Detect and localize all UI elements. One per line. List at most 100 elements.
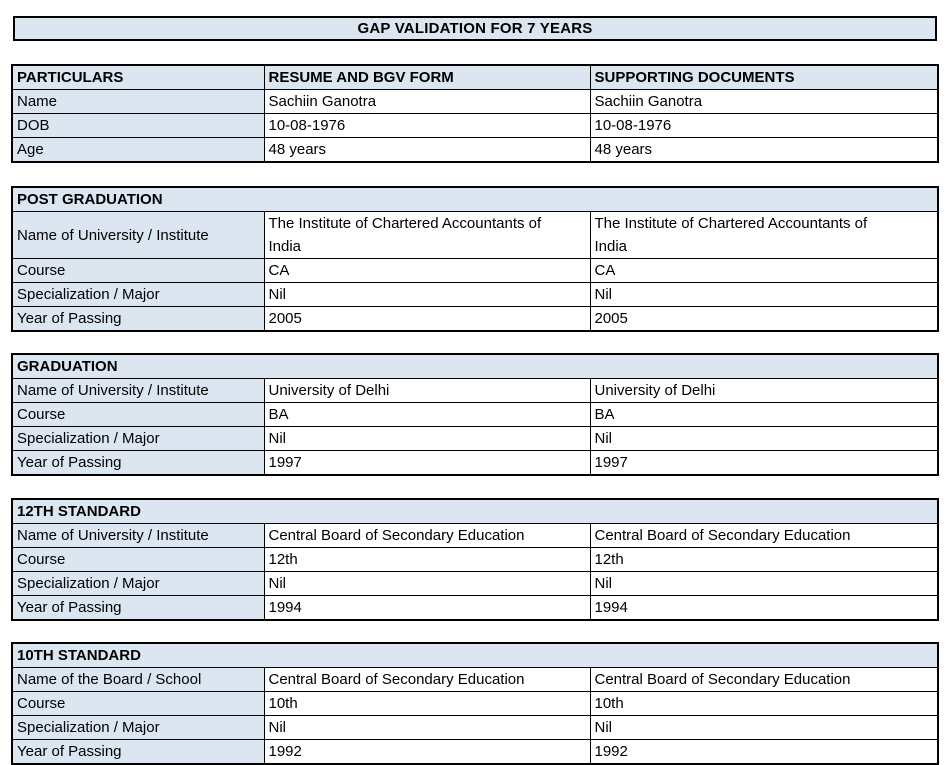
row-label: Year of Passing bbox=[11, 739, 265, 765]
column-header-resume: RESUME AND BGV FORM bbox=[263, 64, 591, 90]
cell-text: 1992 bbox=[594, 743, 628, 760]
section-title: 12TH STANDARD bbox=[11, 498, 939, 524]
resume-cell: BA bbox=[263, 402, 591, 427]
row-label: Age bbox=[11, 137, 265, 163]
cell-text: Nil bbox=[594, 430, 613, 447]
documents-cell: Sachiin Ganotra bbox=[589, 89, 939, 114]
cell-text: 12th bbox=[268, 551, 298, 568]
cell-text: Sachiin Ganotra bbox=[594, 93, 703, 110]
table-row-dob: DOB 10-08-1976 10-08-1976 bbox=[11, 113, 939, 138]
table-row-specialization: Specialization / Major Nil Nil bbox=[11, 715, 939, 740]
resume-cell: Sachiin Ganotra bbox=[263, 89, 591, 114]
documents-cell: CA bbox=[589, 258, 939, 283]
row-label: Name of the Board / School bbox=[11, 667, 265, 692]
resume-cell: 2005 bbox=[263, 306, 591, 332]
cell-text: Central Board of Secondary Education bbox=[268, 671, 525, 688]
table-row-year: Year of Passing 1992 1992 bbox=[11, 739, 939, 765]
resume-cell: Nil bbox=[263, 715, 591, 740]
resume-cell: 1992 bbox=[263, 739, 591, 765]
cell-text: BA bbox=[268, 406, 289, 423]
documents-cell: Central Board of Secondary Education bbox=[589, 667, 939, 692]
cell-text: CA bbox=[268, 262, 290, 279]
resume-cell: 10th bbox=[263, 691, 591, 716]
cell-text: 10-08-1976 bbox=[268, 117, 346, 134]
cell-text: 10th bbox=[594, 695, 624, 712]
table-row-year: Year of Passing 1997 1997 bbox=[11, 450, 939, 476]
cell-text: University of Delhi bbox=[594, 382, 716, 399]
cell-text: 1994 bbox=[594, 599, 628, 616]
documents-cell: 1997 bbox=[589, 450, 939, 476]
cell-text: 2005 bbox=[268, 310, 302, 327]
cell-text: 1992 bbox=[268, 743, 302, 760]
section-header-row: 12TH STANDARD bbox=[11, 498, 939, 524]
cell-text: 10-08-1976 bbox=[594, 117, 672, 134]
row-label: Course bbox=[11, 547, 265, 572]
table-row-name: Name Sachiin Ganotra Sachiin Ganotra bbox=[11, 89, 939, 114]
documents-cell: Nil bbox=[589, 571, 939, 596]
twelfth-standard-table: 12TH STANDARD Name of University / Insti… bbox=[11, 498, 940, 621]
cell-text: Nil bbox=[268, 286, 287, 303]
table-header-row: PARTICULARS RESUME AND BGV FORM SUPPORTI… bbox=[11, 64, 939, 90]
documents-cell: University of Delhi bbox=[589, 378, 939, 403]
table-row-institute: Name of University / Institute Central B… bbox=[11, 523, 939, 548]
column-header-documents: SUPPORTING DOCUMENTS bbox=[589, 64, 939, 90]
cell-text: 2005 bbox=[594, 310, 628, 327]
resume-cell: Central Board of Secondary Education bbox=[263, 667, 591, 692]
table-row-specialization: Specialization / Major Nil Nil bbox=[11, 571, 939, 596]
row-label: Name of University / Institute bbox=[11, 211, 265, 259]
row-label: DOB bbox=[11, 113, 265, 138]
cell-text: 48 years bbox=[268, 141, 327, 158]
resume-cell: Nil bbox=[263, 426, 591, 451]
documents-cell: The Institute of Chartered Accountants o… bbox=[589, 211, 939, 259]
documents-cell: 10th bbox=[589, 691, 939, 716]
resume-cell: Nil bbox=[263, 571, 591, 596]
section-header-row: 10TH STANDARD bbox=[11, 642, 939, 668]
documents-cell: Nil bbox=[589, 426, 939, 451]
table-row-year: Year of Passing 2005 2005 bbox=[11, 306, 939, 332]
resume-cell: 12th bbox=[263, 547, 591, 572]
cell-text: Central Board of Secondary Education bbox=[268, 527, 525, 544]
section-header-row: POST GRADUATION bbox=[11, 186, 939, 212]
documents-cell: Nil bbox=[589, 715, 939, 740]
graduation-table: GRADUATION Name of University / Institut… bbox=[11, 353, 940, 476]
documents-cell: 10-08-1976 bbox=[589, 113, 939, 138]
row-label: Name bbox=[11, 89, 265, 114]
table-row-year: Year of Passing 1994 1994 bbox=[11, 595, 939, 621]
cell-text: Nil bbox=[594, 575, 613, 592]
table-row-institute: Name of University / Institute The Insti… bbox=[11, 211, 939, 259]
table-row-course: Course BA BA bbox=[11, 402, 939, 427]
cell-text: 1997 bbox=[594, 454, 628, 471]
cell-text: Nil bbox=[268, 719, 287, 736]
cell-text: Central Board of Secondary Education bbox=[594, 671, 851, 688]
section-title: POST GRADUATION bbox=[11, 186, 939, 212]
section-title: 10TH STANDARD bbox=[11, 642, 939, 668]
table-row-age: Age 48 years 48 years bbox=[11, 137, 939, 163]
row-label: Course bbox=[11, 258, 265, 283]
cell-text: 48 years bbox=[594, 141, 653, 158]
row-label: Specialization / Major bbox=[11, 571, 265, 596]
documents-cell: 12th bbox=[589, 547, 939, 572]
cell-text: Nil bbox=[594, 286, 613, 303]
table-row-specialization: Specialization / Major Nil Nil bbox=[11, 282, 939, 307]
resume-cell: 10-08-1976 bbox=[263, 113, 591, 138]
documents-cell: 48 years bbox=[589, 137, 939, 163]
row-label: Specialization / Major bbox=[11, 426, 265, 451]
post-graduation-table: POST GRADUATION Name of University / Ins… bbox=[11, 186, 940, 332]
cell-text: 1994 bbox=[268, 599, 302, 616]
resume-cell: University of Delhi bbox=[263, 378, 591, 403]
cell-text: 10th bbox=[268, 695, 298, 712]
resume-cell: Nil bbox=[263, 282, 591, 307]
row-label: Name of University / Institute bbox=[11, 378, 265, 403]
table-row-board: Name of the Board / School Central Board… bbox=[11, 667, 939, 692]
resume-cell: 48 years bbox=[263, 137, 591, 163]
cell-text: University of Delhi bbox=[268, 382, 390, 399]
table-row-course: Course 10th 10th bbox=[11, 691, 939, 716]
row-label: Specialization / Major bbox=[11, 282, 265, 307]
documents-cell: 1992 bbox=[589, 739, 939, 765]
resume-cell: The Institute of Chartered Accountants o… bbox=[263, 211, 591, 259]
row-label: Year of Passing bbox=[11, 306, 265, 332]
cell-text: BA bbox=[594, 406, 615, 423]
cell-text: Nil bbox=[268, 575, 287, 592]
column-header-particulars: PARTICULARS bbox=[11, 64, 265, 90]
